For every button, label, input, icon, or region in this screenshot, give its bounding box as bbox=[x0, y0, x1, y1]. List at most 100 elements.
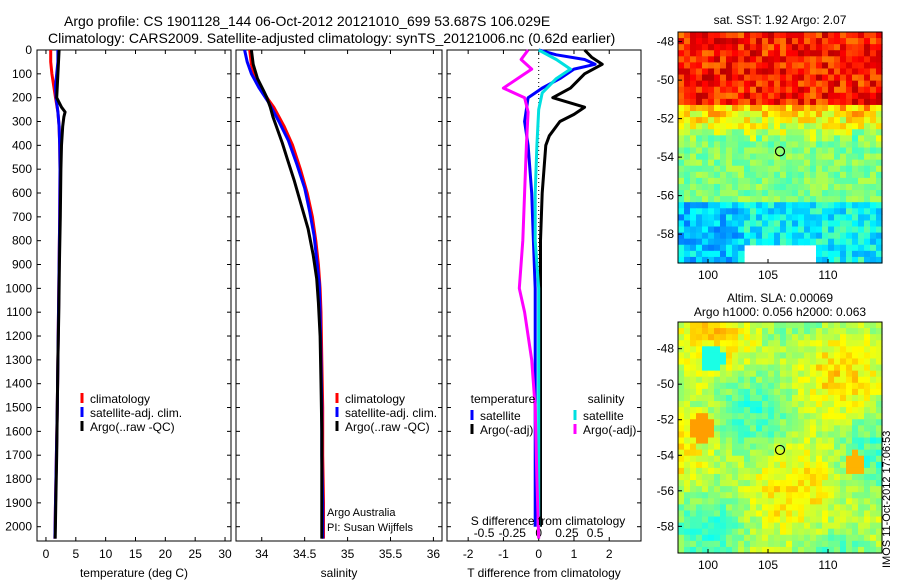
map-cell bbox=[696, 202, 703, 209]
map-cell bbox=[780, 328, 787, 335]
map-cell bbox=[720, 431, 727, 439]
map-cell bbox=[714, 250, 721, 258]
map-cell bbox=[732, 352, 739, 360]
map-cell bbox=[804, 413, 811, 420]
sst-map-panel: sat. SST: 1.92 Argo: 2.07 100 105 110-48-5… bbox=[657, 13, 883, 282]
map-cell bbox=[810, 431, 817, 439]
map-cell bbox=[714, 516, 721, 524]
map-cell bbox=[702, 486, 709, 493]
map-cell bbox=[870, 376, 877, 384]
map-cell bbox=[810, 153, 817, 161]
map-cell bbox=[858, 473, 865, 481]
map-cell bbox=[684, 431, 691, 439]
map-cell bbox=[684, 183, 691, 191]
map-cell bbox=[834, 425, 841, 433]
map-cell bbox=[876, 443, 883, 451]
map-cell bbox=[858, 419, 865, 426]
map-cell bbox=[852, 413, 859, 420]
map-cell bbox=[870, 437, 877, 445]
map-cell bbox=[678, 364, 685, 372]
map-cell bbox=[870, 516, 877, 524]
map-cell bbox=[798, 516, 805, 524]
map-cell bbox=[702, 226, 709, 234]
map-cell bbox=[720, 407, 727, 414]
map-cell bbox=[870, 123, 877, 130]
map-cell bbox=[786, 346, 793, 353]
map-cell bbox=[702, 546, 709, 554]
map-cell bbox=[744, 492, 751, 499]
map-cell bbox=[720, 540, 727, 548]
map-cell bbox=[822, 123, 829, 130]
map-cell bbox=[834, 376, 841, 384]
map-cell bbox=[834, 401, 841, 408]
map-cell bbox=[762, 522, 769, 530]
map-cell bbox=[702, 498, 709, 505]
map-cell bbox=[762, 196, 769, 203]
map-cell bbox=[852, 111, 859, 118]
map-cell bbox=[726, 510, 733, 518]
map-cell bbox=[690, 498, 697, 505]
map-cell bbox=[690, 183, 697, 191]
map-cell bbox=[702, 461, 709, 469]
map-cell bbox=[846, 364, 853, 372]
map-cell bbox=[876, 214, 883, 222]
map-cell bbox=[792, 546, 799, 554]
map-cell bbox=[864, 413, 871, 420]
map-cell bbox=[684, 419, 691, 426]
map-cell bbox=[774, 461, 781, 469]
map-cell bbox=[780, 177, 787, 185]
map-cell bbox=[870, 370, 877, 378]
map-cell bbox=[696, 352, 703, 360]
map-cell bbox=[732, 516, 739, 524]
map-cell bbox=[678, 534, 685, 542]
map-cell bbox=[828, 328, 835, 335]
map-cell bbox=[792, 74, 799, 82]
map-cell bbox=[834, 516, 841, 524]
depth-tick-label: 1300 bbox=[5, 353, 32, 367]
map-cell bbox=[744, 419, 751, 426]
temperature-xlabel: temperature (deg C) bbox=[80, 566, 188, 580]
map-cell bbox=[864, 171, 871, 179]
map-cell bbox=[816, 208, 823, 215]
map-cell bbox=[792, 419, 799, 426]
map-cell bbox=[864, 153, 871, 161]
map-cell bbox=[720, 504, 727, 512]
map-cell bbox=[858, 467, 865, 475]
temperature-xtick-label: 30 bbox=[218, 547, 232, 561]
map-cell bbox=[798, 340, 805, 347]
map-cell bbox=[870, 238, 877, 246]
map-cell bbox=[732, 328, 739, 335]
map-cell bbox=[720, 388, 727, 396]
map-cell bbox=[822, 190, 829, 197]
map-cell bbox=[798, 92, 805, 100]
map-cell bbox=[810, 461, 817, 469]
map-cell bbox=[768, 232, 775, 240]
map-cell bbox=[708, 56, 715, 63]
map-cell bbox=[828, 388, 835, 396]
map-cell bbox=[804, 123, 811, 130]
map-cell bbox=[690, 159, 697, 167]
map-cell bbox=[876, 190, 883, 197]
map-cell bbox=[714, 123, 721, 130]
map-cell bbox=[702, 214, 709, 222]
map-cell bbox=[780, 214, 787, 222]
map-cell bbox=[756, 92, 763, 100]
map-cell bbox=[822, 370, 829, 378]
map-cell bbox=[816, 68, 823, 76]
map-cell bbox=[846, 226, 853, 234]
map-cell bbox=[726, 50, 733, 57]
map-cell bbox=[762, 455, 769, 463]
map-cell bbox=[810, 328, 817, 335]
map-cell bbox=[834, 473, 841, 481]
map-cell bbox=[684, 358, 691, 366]
map-cell bbox=[816, 98, 823, 106]
map-cell bbox=[840, 346, 847, 353]
map-cell bbox=[726, 80, 733, 88]
map-cell bbox=[690, 141, 697, 149]
map-cell bbox=[678, 480, 685, 487]
map-cell bbox=[798, 196, 805, 203]
map-cell bbox=[678, 50, 685, 57]
map-cell bbox=[846, 62, 853, 70]
map-cell bbox=[774, 177, 781, 185]
map-cell bbox=[804, 328, 811, 335]
